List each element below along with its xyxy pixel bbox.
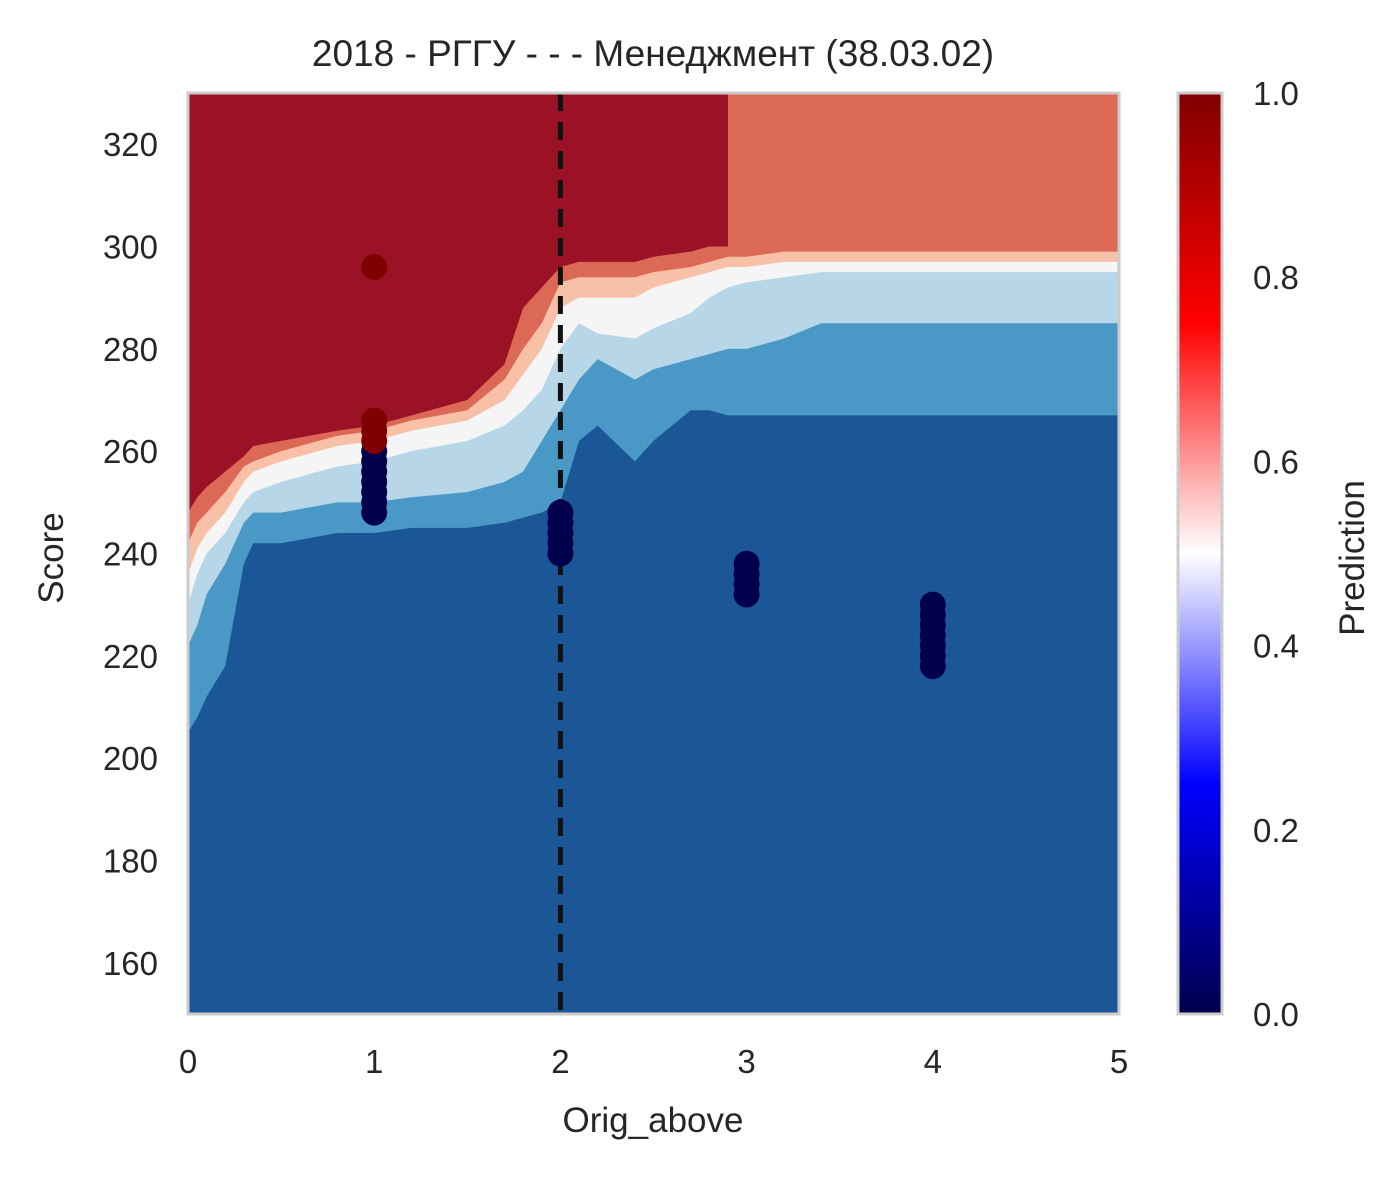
contour-band-6 xyxy=(188,93,1119,513)
colorbar-tick-label: 1.0 xyxy=(1253,75,1299,112)
data-point-4-3 xyxy=(733,550,760,577)
data-points-layer xyxy=(361,253,946,680)
colorbar-gradient xyxy=(1176,91,1224,1016)
y-tick-label: 320 xyxy=(103,126,158,163)
y-axis-ticks: 160 180 200 220 240 260 280 300 320 xyxy=(103,126,158,982)
x-axis-label: Orig_above xyxy=(563,1101,744,1140)
data-point-5-6 xyxy=(919,591,946,618)
contour-band-plateau xyxy=(727,93,1119,247)
x-tick-label: 0 xyxy=(179,1043,197,1080)
colorbar-tick-label: 0.2 xyxy=(1253,812,1299,849)
plot-frame xyxy=(186,91,1121,1016)
contour-layer xyxy=(188,93,1119,733)
y-tick-label: 240 xyxy=(103,536,158,573)
data-point-3-4 xyxy=(547,499,574,526)
data-point-2-0 xyxy=(361,253,388,280)
x-tick-label: 1 xyxy=(365,1043,383,1080)
y-tick-label: 200 xyxy=(103,740,158,777)
y-tick-label: 300 xyxy=(103,229,158,266)
colorbar-ticks: 0.0 0.2 0.4 0.6 0.8 1.0 xyxy=(1253,75,1299,1033)
chart-title: 2018 - РГГУ - - - Менеджмент (38.03.02) xyxy=(312,33,994,74)
data-point-1-2 xyxy=(361,407,388,434)
x-tick-label: 5 xyxy=(1110,1043,1128,1080)
x-axis-ticks: 0 1 2 3 4 5 xyxy=(179,1043,1128,1080)
colorbar: 0.0 0.2 0.4 0.6 0.8 1.0 Prediction xyxy=(1176,75,1372,1033)
y-tick-label: 280 xyxy=(103,331,158,368)
y-axis-label: Score xyxy=(32,512,71,603)
y-tick-label: 220 xyxy=(103,638,158,675)
y-tick-label: 180 xyxy=(103,843,158,880)
colorbar-label: Prediction xyxy=(1333,480,1372,636)
x-tick-label: 4 xyxy=(924,1043,942,1080)
colorbar-tick-label: 0.4 xyxy=(1253,628,1299,665)
colorbar-tick-label: 0.0 xyxy=(1253,996,1299,1033)
x-tick-label: 2 xyxy=(551,1043,569,1080)
plot-area xyxy=(188,93,1119,1014)
x-tick-label: 3 xyxy=(737,1043,755,1080)
y-tick-label: 160 xyxy=(103,945,158,982)
colorbar-tick-label: 0.8 xyxy=(1253,259,1299,296)
y-tick-label: 260 xyxy=(103,433,158,470)
colorbar-tick-label: 0.6 xyxy=(1253,443,1299,480)
